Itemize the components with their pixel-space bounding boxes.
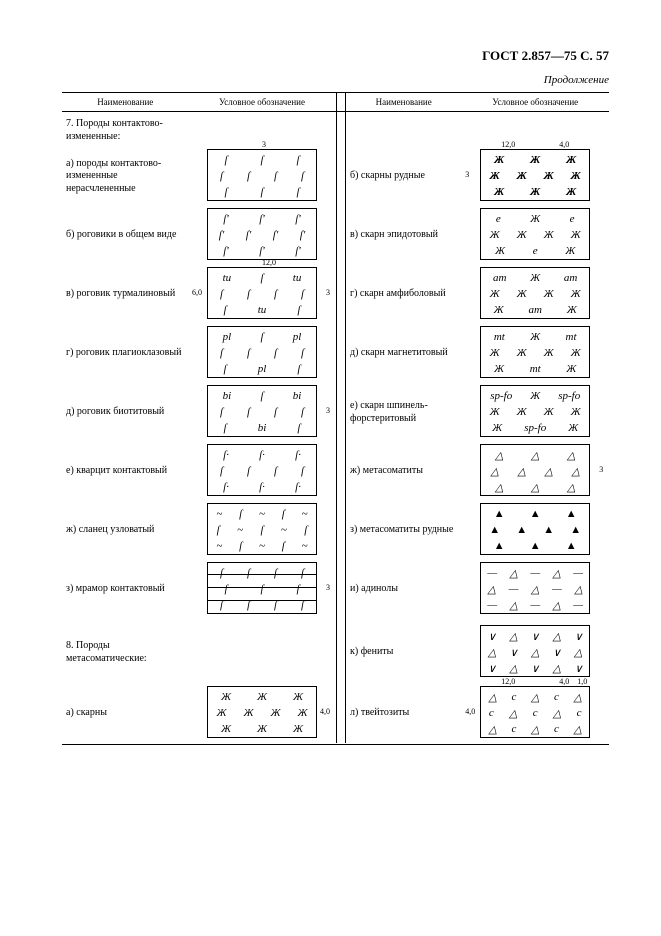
table-row: е) кварцит контактовый ſ·ſ·ſ·ſſſſſ·ſ·ſ· ж)… (62, 442, 609, 501)
table-row: 7. Породы контактово-измененные: (62, 112, 609, 148)
pattern-swatch: △c△c△c△c△c△c△c△12,04,01,04,0 (480, 686, 590, 738)
row-label: а) породы контактово-измененные нерасчле… (66, 158, 184, 196)
row-label: б) роговики в общем виде (66, 229, 184, 242)
table-row: а) скарны ЖЖЖЖЖЖЖЖЖЖ4,0 л) твейтозиты △c△c△… (62, 684, 609, 743)
doc-header: ГОСТ 2.857—75 С. 57 (62, 48, 609, 64)
pattern-swatch: ~ſ~ſ~ſ~ſ~ſ~ſ~ſ~ (207, 503, 317, 555)
table-row: г) роговик плагиоклазовый plſplſſſſſplſ д)… (62, 324, 609, 383)
pattern-swatch: sp-foЖsp-foЖЖЖЖЖsp-foЖ (480, 385, 590, 437)
row-label: и) адинолы (350, 583, 457, 596)
pattern-swatch: mtЖmtЖЖЖЖЖmtЖ (480, 326, 590, 378)
row-label: б) скарны рудные (350, 170, 457, 183)
pattern-swatch: ſſſſſſſſſſſ3 (207, 562, 317, 614)
pattern-swatch: plſplſſſſſplſ (207, 326, 317, 378)
table-row: а) породы контактово-измененные нерасчле… (62, 147, 609, 206)
col-header-1: Наименование (62, 93, 188, 112)
pattern-swatch: ſ·ſ·ſ·ſſſſſ·ſ·ſ· (207, 444, 317, 496)
col-header-2: Условное обозначение (188, 93, 336, 112)
pattern-swatch: ſſſſſſſſſſ3 (207, 149, 317, 201)
row-label: ж) сланец узловатый (66, 524, 184, 537)
pattern-swatch: amЖamЖЖЖЖЖamЖ (480, 267, 590, 319)
continuation-label: Продолжение (62, 74, 609, 86)
row-label: е) кварцит контактовый (66, 465, 184, 478)
row-label: г) роговик плагиоклазовый (66, 347, 184, 360)
table-row: в) роговик турмалиновый tuſtuſſſſſtuſ12,0… (62, 265, 609, 324)
col-header-4: Условное обозначение (461, 93, 609, 112)
table-row: з) мрамор контактовый ſſſſſſſſſſſ3 и) адин… (62, 560, 609, 619)
col-header-3: Наименование (346, 93, 462, 112)
row-label: д) роговик биотитовый (66, 406, 184, 419)
row-label: в) скарн эпидотовый (350, 229, 457, 242)
pattern-swatch: biſbiſſſſſbiſ3 (207, 385, 317, 437)
row-label: к) фениты (350, 646, 457, 659)
row-label: е) скарн шпинель-форстеритовый (350, 400, 457, 425)
row-label: д) скарн магнетитовый (350, 347, 457, 360)
row-label: з) мрамор контактовый (66, 583, 184, 596)
pattern-swatch: eЖeЖЖЖЖЖeЖ (480, 208, 590, 260)
table-row: д) роговик биотитовый biſbiſſſſſbiſ3 е) ск… (62, 383, 609, 442)
row-label: в) роговик турмалиновый (66, 288, 184, 301)
row-label: 8. Породы метасоматические: (66, 640, 184, 665)
main-table: Наименование Условное обозначение Наимен… (62, 92, 609, 745)
pattern-swatch: ЖЖЖЖЖЖЖЖЖЖ12,04,03 (480, 149, 590, 201)
table-row: 8. Породы метасоматические: к) фениты ∨△∨△… (62, 619, 609, 684)
row-label: ж) метасоматиты (350, 465, 457, 478)
row-label: л) твейтозиты (350, 707, 457, 720)
pattern-swatch: ſ′ſ′ſ′ſ′ſ′ſ′ſ′ſ′ſ′ſ′ (207, 208, 317, 260)
row-label: г) скарн амфиболовый (350, 288, 457, 301)
pattern-swatch: ▲▲▲▲▲▲▲▲▲▲ (480, 503, 590, 555)
table-row: ж) сланец узловатый ~ſ~ſ~ſ~ſ~ſ~ſ~ſ~ з) мет… (62, 501, 609, 560)
pattern-swatch: tuſtuſſſſſtuſ12,06,03 (207, 267, 317, 319)
pattern-swatch: —△—△—△—△—△—△—△— (480, 562, 590, 614)
row-label: а) скарны (66, 707, 184, 720)
pattern-swatch: ∨△∨△∨△∨△∨△∨△∨△∨ (480, 625, 590, 677)
row-label: 7. Породы контактово-измененные: (66, 118, 184, 143)
pattern-swatch: ЖЖЖЖЖЖЖЖЖЖ4,0 (207, 686, 317, 738)
pattern-swatch: △△△△△△△△△△3 (480, 444, 590, 496)
row-label: з) метасоматиты рудные (350, 524, 457, 537)
table-row: б) роговики в общем виде ſ′ſ′ſ′ſ′ſ′ſ′ſ′ſ′… (62, 206, 609, 265)
